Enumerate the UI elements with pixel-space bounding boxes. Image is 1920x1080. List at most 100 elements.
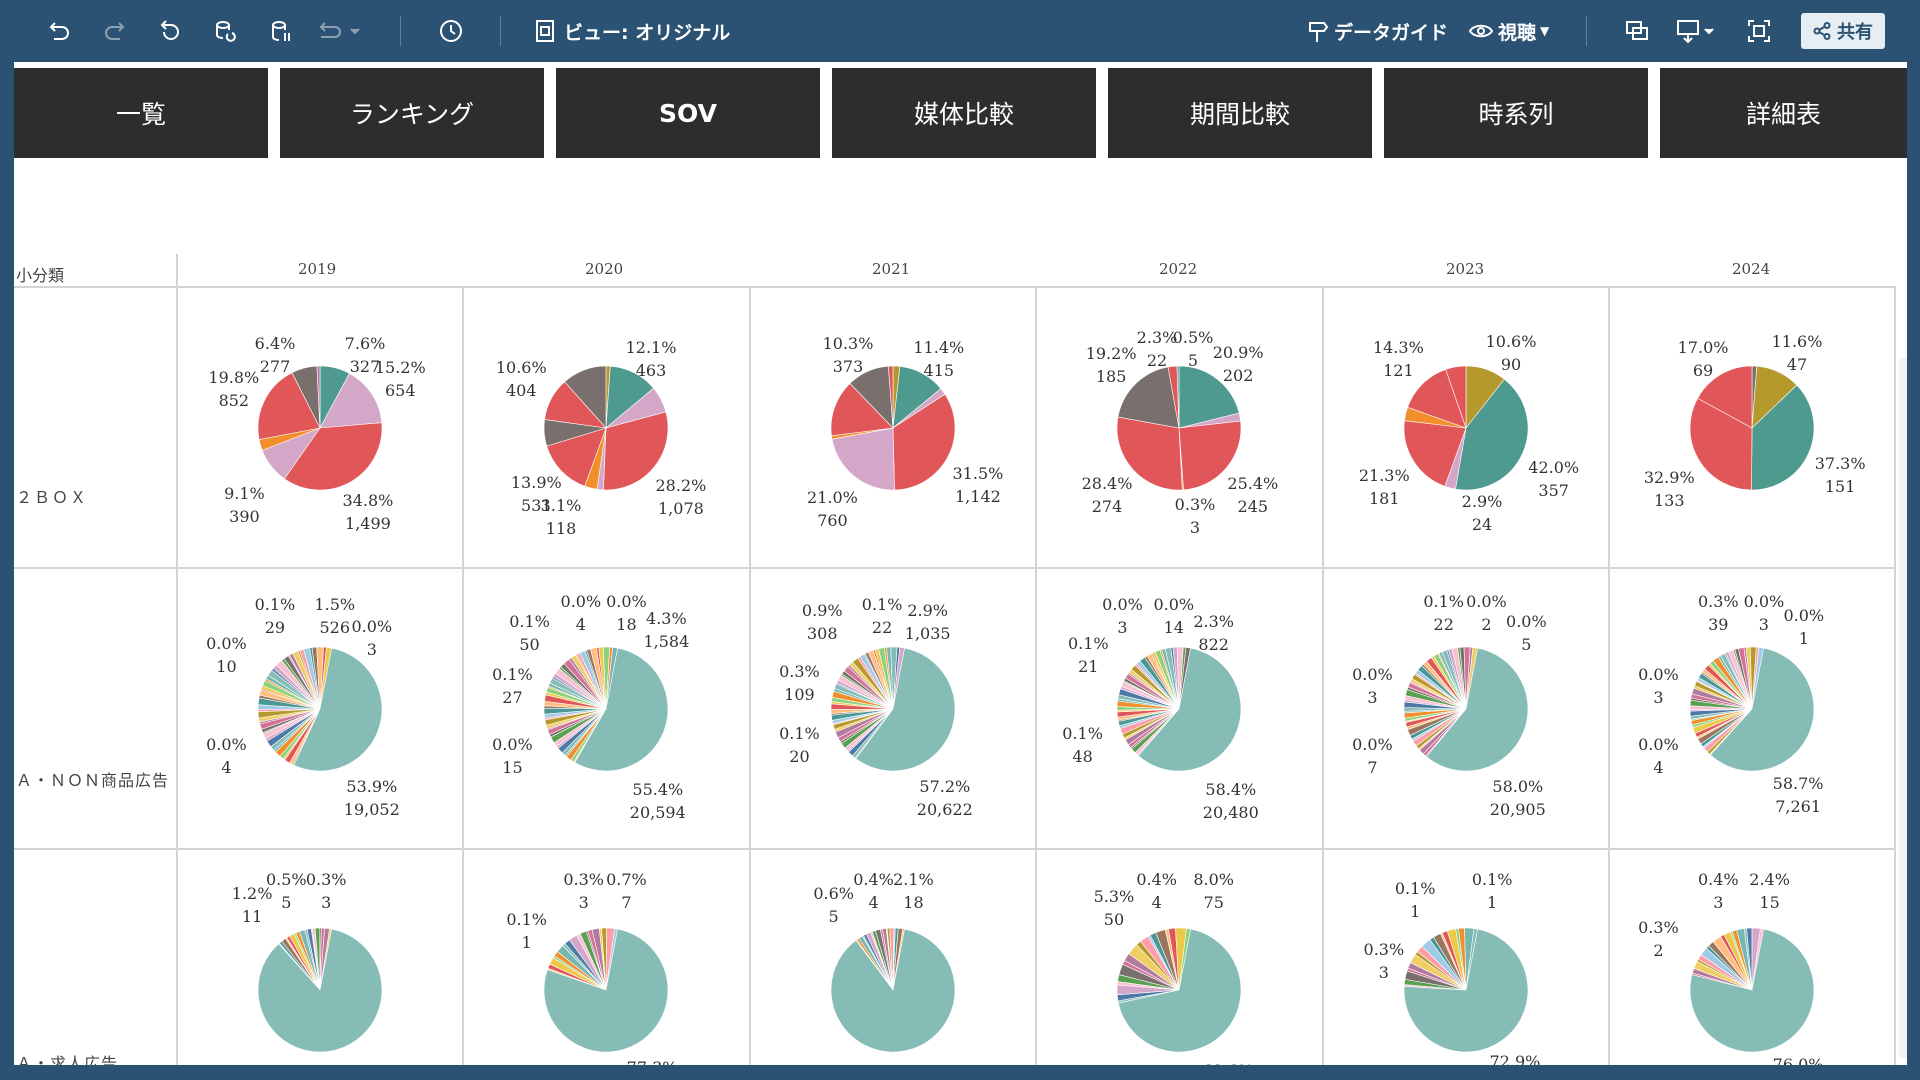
pie-slice[interactable] — [257, 372, 321, 440]
slice-percent-label: 0.3% — [563, 870, 605, 890]
pie-slice[interactable] — [283, 422, 383, 491]
revert-icon[interactable] — [154, 14, 184, 48]
view-original-button[interactable]: ビュー: オリジナル — [534, 14, 730, 48]
pie-chart[interactable]: 5.3%500.4%48.0%7568.6%642 — [1037, 850, 1322, 1065]
pie-slice-main[interactable] — [1137, 647, 1242, 772]
slice-percent-label: 31.5% — [952, 464, 1004, 483]
pie-chart[interactable]: 0.9% 308 0.1% 22 2.9% 1,035 0.3% 109 0.1% 20 57.2%… — [751, 569, 1036, 849]
pie-chart[interactable]: 12.1% 463 28.2% 1,078 3.1% 118 13.9% 531 10.6% 40… — [464, 288, 749, 568]
slice-value-label: 3 — [1713, 893, 1724, 913]
pie-slice[interactable] — [831, 427, 895, 491]
pie-slice[interactable] — [546, 427, 607, 487]
slice-percent-label: 21.3% — [1358, 466, 1410, 485]
tab-media-compare[interactable]: 媒体比較 — [832, 68, 1096, 158]
tab-detail-table[interactable]: 詳細表 — [1660, 68, 1907, 158]
slice-value-label: 1,584 — [643, 632, 690, 651]
pie-slice-main[interactable] — [1709, 647, 1815, 772]
tab-time-series[interactable]: 時系列 — [1384, 68, 1648, 158]
pie-slice[interactable] — [1455, 378, 1529, 491]
pie-slice[interactable] — [1178, 365, 1240, 429]
pie-slice[interactable] — [1403, 420, 1467, 487]
slice-value-label: 29 — [264, 618, 286, 637]
share-button[interactable]: 共有 — [1801, 13, 1885, 49]
pie-chart[interactable]: 11.4% 415 31.5% 1,142 21.0% 760 10.3% 373 — [751, 288, 1036, 568]
pie-slice-main[interactable] — [257, 928, 383, 1053]
comments-icon[interactable] — [1622, 14, 1652, 48]
replay-animation-icon[interactable] — [316, 14, 364, 48]
pie-slice[interactable] — [319, 373, 383, 429]
pie-chart[interactable]: 7.6% 327 15.2% 654 34.8% 1,499 9.1% 390 19.8% 852… — [178, 288, 463, 568]
pie-slice-main[interactable] — [1118, 928, 1242, 1053]
slice-percent-label: 0.0% — [1102, 595, 1143, 614]
pie-slice[interactable] — [1689, 397, 1753, 491]
pie-chart[interactable]: 0.1%10.1%10.3%372.9%807 — [1324, 850, 1609, 1065]
pie-slice[interactable] — [830, 382, 894, 437]
tab-list[interactable]: 一覧 — [14, 68, 268, 158]
pie-svg — [257, 646, 383, 772]
pie-slice[interactable] — [564, 365, 607, 429]
undo-icon[interactable] — [44, 14, 74, 48]
pie-chart[interactable]: 0.3% 39 0.0% 3 0.0% 1 0.0% 3 0.0% 4 58.7% 7,261 — [1610, 569, 1895, 849]
pie-chart[interactable]: 1.2%110.5%50.3%385.4%794 — [178, 850, 463, 1065]
watch-button[interactable]: 視聴 ▼ — [1468, 14, 1549, 48]
slice-value-label: 185 — [1095, 367, 1127, 386]
alert-clock-icon[interactable] — [436, 14, 466, 48]
pie-slice[interactable] — [892, 393, 956, 491]
pie-chart[interactable]: 0.6%50.4%42.1%1886.8%736 — [751, 850, 1036, 1065]
slice-value-label: 277 — [259, 357, 291, 376]
pie-slice[interactable] — [1407, 369, 1467, 429]
pie-slice-main[interactable] — [1689, 928, 1815, 1053]
pie-chart[interactable]: 10.6% 90 42.0% 357 2.9% 24 21.3% 181 14.3% 121 — [1324, 288, 1609, 568]
pie-slice[interactable] — [1751, 384, 1815, 491]
data-guide-button[interactable]: データガイド — [1306, 14, 1448, 48]
slice-value-label: 3 — [1117, 618, 1128, 637]
pie-slice-main[interactable] — [543, 928, 669, 1053]
slice-value-label: 463 — [635, 361, 667, 380]
pie-chart[interactable]: 0.0% 4 0.0% 18 0.1% 50 4.3% 1,584 0.1% 27 0.0% 15 55… — [464, 569, 749, 849]
pie-chart[interactable]: 0.0% 3 0.0% 14 2.3% 822 0.1% 21 0.1% 48 58.4% 20,48… — [1037, 569, 1322, 849]
pie-slice[interactable] — [316, 365, 321, 429]
download-icon[interactable] — [1674, 14, 1718, 48]
pie-slice[interactable] — [603, 411, 669, 491]
tab-ranking[interactable]: ランキング — [280, 68, 544, 158]
pie-slice[interactable] — [1117, 366, 1180, 429]
pie-svg — [1403, 646, 1529, 772]
pie-slice-main[interactable] — [293, 647, 383, 772]
pie-slice-main[interactable] — [830, 928, 956, 1053]
fullscreen-icon[interactable] — [1744, 14, 1774, 48]
main-slice-percent-label: 58.4% — [1205, 779, 1257, 799]
pie-slice-main[interactable] — [1403, 928, 1529, 1053]
col-header-2020: 2020 — [585, 260, 624, 278]
pie-chart[interactable]: 20.9% 202 25.4% 245 0.3% 3 28.4% 274 19.2% 185 2.3… — [1037, 288, 1322, 568]
pie-slice-main[interactable] — [855, 647, 956, 772]
pie-slice[interactable] — [1176, 365, 1180, 429]
tab-period-compare[interactable]: 期間比較 — [1108, 68, 1372, 158]
slice-percent-label: 0.1% — [1394, 878, 1436, 898]
refresh-data-icon[interactable] — [210, 14, 240, 48]
pie-svg — [1689, 646, 1815, 772]
pie-chart[interactable]: 0.4%32.4%150.3%276.0%471 — [1610, 850, 1895, 1065]
slice-percent-label: 25.4% — [1227, 474, 1279, 493]
slice-percent-label: 0.0% — [206, 634, 247, 654]
slice-percent-label: 19.8% — [208, 368, 260, 387]
pause-updates-icon[interactable] — [266, 14, 296, 48]
pie-slice[interactable] — [1445, 365, 1467, 429]
slice-value-label: 69 — [1692, 361, 1714, 380]
pie-chart[interactable]: 0.3%30.7%70.1%177.3%748 — [464, 850, 749, 1065]
pie-chart[interactable]: 0.1% 29 1.5% 526 0.0% 3 0.0% 10 0.0% 4 53.9% 19,052 — [178, 569, 463, 849]
pie-slice[interactable] — [888, 365, 894, 429]
slice-value-label: 7 — [621, 893, 632, 913]
tab-sov[interactable]: SOV — [556, 68, 820, 158]
redo-icon[interactable] — [100, 14, 130, 48]
eye-icon — [1468, 24, 1494, 38]
pie-slice-main[interactable] — [1426, 647, 1529, 772]
pie-slice-main[interactable] — [574, 647, 669, 772]
scrollbar[interactable] — [1899, 358, 1907, 1058]
pie-slice[interactable] — [1116, 416, 1183, 491]
slice-value-label: 14 — [1163, 618, 1184, 637]
pie-slice[interactable] — [1178, 420, 1242, 491]
slice-percent-label: 1.2% — [231, 884, 273, 904]
pie-slice[interactable] — [1697, 365, 1753, 429]
pie-chart[interactable]: 0.1% 22 0.0% 2 0.0% 5 0.0% 3 0.0% 7 58.0% 20,905 — [1324, 569, 1609, 849]
pie-chart[interactable]: 11.6% 47 37.3% 151 32.9% 133 17.0% 69 — [1610, 288, 1895, 568]
